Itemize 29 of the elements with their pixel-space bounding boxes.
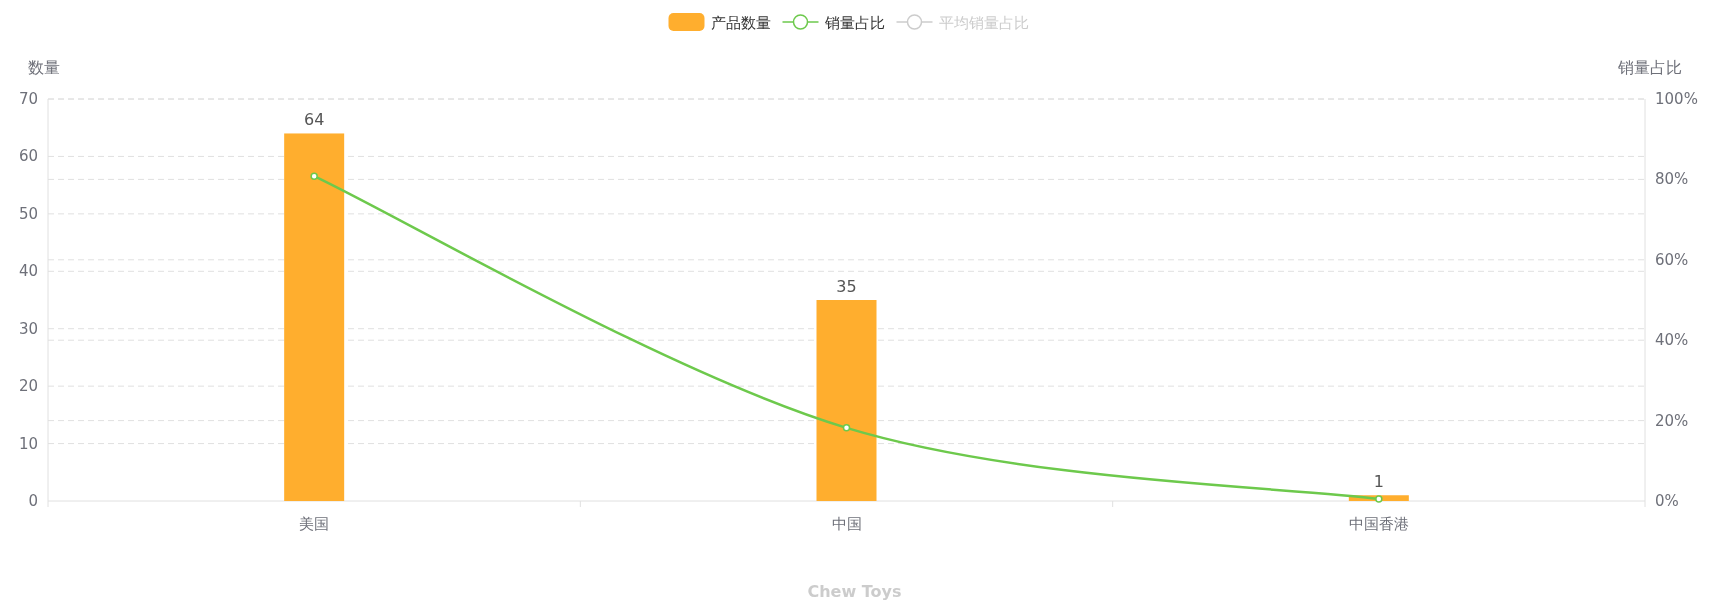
y-tick-label: 10	[18, 434, 38, 453]
bar	[816, 300, 877, 501]
data-label: 35	[836, 277, 857, 296]
bar	[284, 133, 345, 501]
x-tick-label: 中国	[831, 515, 862, 533]
y-tick-label: 20	[18, 377, 38, 396]
y2-tick-label: 40%	[1655, 331, 1689, 350]
y2-tick-label: 60%	[1655, 250, 1689, 269]
data-label: 64	[303, 110, 325, 130]
y-tick-label: 40	[18, 262, 38, 281]
legend-label: 销量占比	[823, 14, 885, 32]
y-tick-label: 60	[18, 147, 38, 166]
y2-tick-label: 20%	[1655, 411, 1689, 430]
x-tick-label: 中国香港	[1348, 515, 1409, 533]
legend-label: 产品数量	[710, 14, 771, 32]
y-axis-title: 数量	[28, 58, 60, 77]
y-tick-label: 30	[18, 319, 38, 338]
y2-axis-title: 销量占比	[1617, 58, 1682, 77]
point	[1375, 495, 1383, 503]
x-tick-label: 美国	[299, 515, 330, 533]
data-label: 1	[1373, 472, 1384, 492]
y-tick-label: 70	[18, 90, 38, 108]
y-tick-label: 50	[18, 204, 38, 223]
y2-tick-label: 0%	[1655, 492, 1679, 510]
y2-tick-label: 100%	[1655, 90, 1698, 108]
point	[842, 424, 851, 432]
y2-tick-label: 80%	[1655, 170, 1689, 189]
point	[310, 172, 318, 180]
y-tick-label: 0	[28, 492, 38, 510]
